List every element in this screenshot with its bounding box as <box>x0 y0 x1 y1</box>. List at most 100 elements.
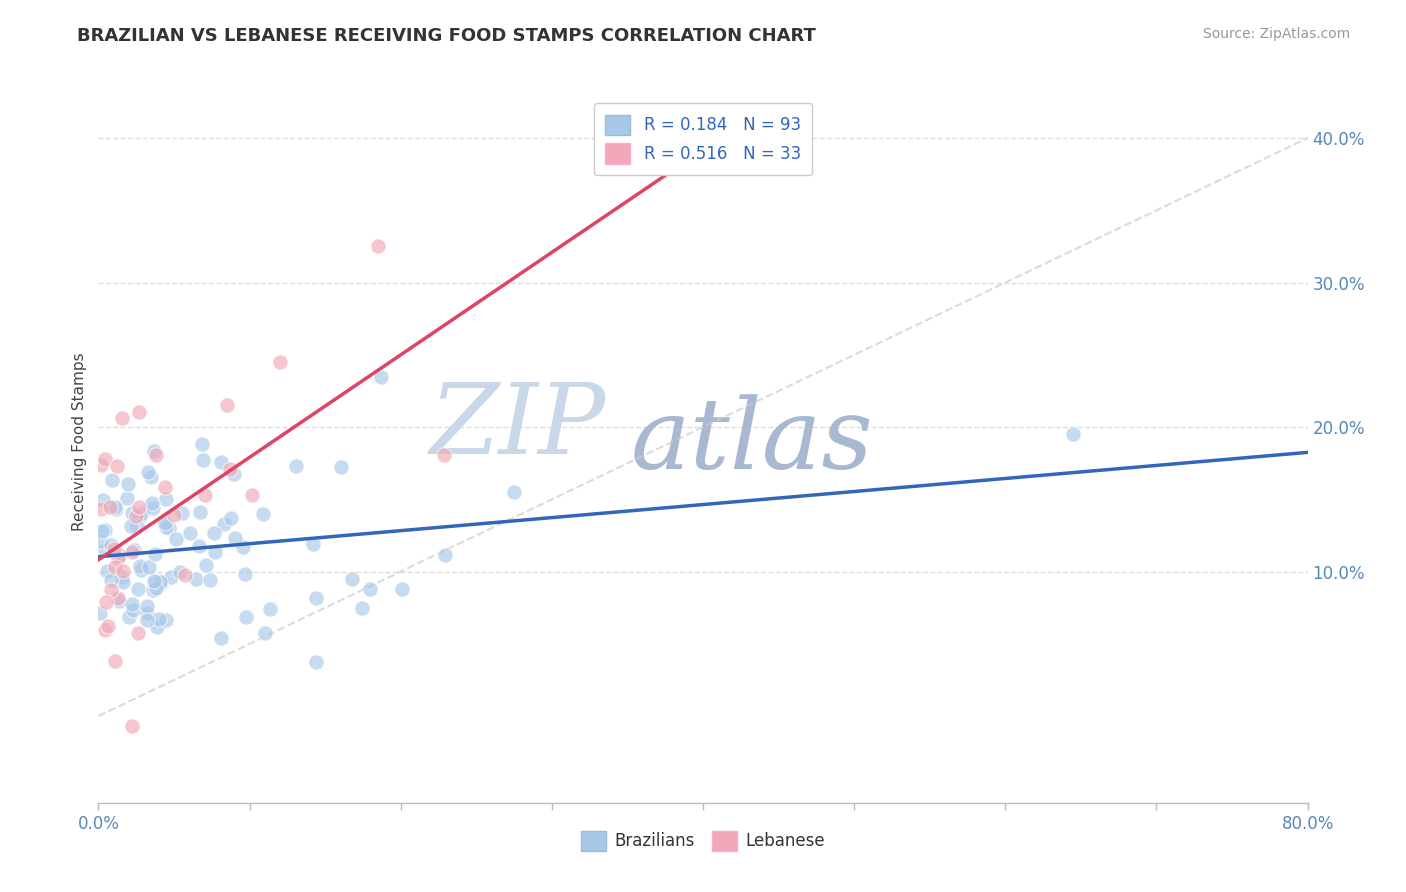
Point <box>136 466 159 480</box>
Point <box>202 526 225 541</box>
Point <box>121 719 143 733</box>
Point <box>305 591 328 606</box>
Point <box>135 606 157 620</box>
Point <box>100 583 122 598</box>
Point <box>163 508 186 522</box>
Point <box>367 239 389 253</box>
Point <box>93 523 115 537</box>
Point <box>219 510 242 524</box>
Point <box>111 570 134 584</box>
Point <box>150 574 173 588</box>
Point <box>155 613 177 627</box>
Point <box>187 539 209 553</box>
Text: BRAZILIAN VS LEBANESE RECEIVING FOOD STAMPS CORRELATION CHART: BRAZILIAN VS LEBANESE RECEIVING FOOD STA… <box>77 27 817 45</box>
Point <box>155 480 177 494</box>
Point <box>155 519 177 533</box>
Point <box>94 542 117 557</box>
Point <box>91 524 114 538</box>
Point <box>125 519 148 533</box>
Point <box>112 564 135 578</box>
Point <box>170 506 193 520</box>
Point <box>433 549 456 563</box>
Point <box>143 574 166 588</box>
Point <box>342 572 364 586</box>
Point <box>285 458 308 473</box>
Point <box>121 545 143 559</box>
Point <box>125 508 148 523</box>
Point <box>259 601 281 615</box>
Point <box>104 560 127 574</box>
Point <box>96 564 118 578</box>
Point <box>174 567 197 582</box>
Point <box>100 474 122 488</box>
Point <box>157 521 180 535</box>
Point <box>145 448 167 462</box>
Point <box>165 533 187 547</box>
Point <box>209 455 232 469</box>
Point <box>121 597 143 611</box>
Point <box>127 582 149 597</box>
Point <box>108 549 131 563</box>
Point <box>146 620 169 634</box>
Point <box>179 526 201 541</box>
Point <box>141 496 163 510</box>
Point <box>190 437 212 451</box>
Point <box>305 655 328 669</box>
Point <box>128 500 150 514</box>
Point <box>131 506 153 520</box>
Point <box>111 410 134 425</box>
Point <box>139 470 162 484</box>
Point <box>1062 427 1084 442</box>
Point <box>118 610 141 624</box>
Point <box>150 575 173 590</box>
Legend: Brazilians, Lebanese: Brazilians, Lebanese <box>574 822 832 860</box>
Point <box>128 508 150 523</box>
Point <box>155 516 177 530</box>
Point <box>359 582 381 596</box>
Point <box>232 541 254 555</box>
Point <box>145 574 167 589</box>
Point <box>100 574 122 588</box>
Point <box>111 574 134 589</box>
Point <box>104 654 127 668</box>
Point <box>503 485 526 500</box>
Point <box>330 459 353 474</box>
Point <box>233 566 256 581</box>
Point <box>136 613 159 627</box>
Point <box>143 547 166 561</box>
Point <box>107 550 129 565</box>
Point <box>215 398 238 412</box>
Point <box>129 563 152 577</box>
Point <box>138 560 160 574</box>
Point <box>302 537 325 551</box>
Text: atlas: atlas <box>630 394 873 489</box>
Point <box>200 573 222 587</box>
Point <box>195 558 218 572</box>
Point <box>350 601 373 615</box>
Point <box>89 606 111 620</box>
Point <box>121 506 143 520</box>
Point <box>155 491 177 506</box>
Point <box>93 623 115 637</box>
Point <box>252 507 274 521</box>
Point <box>159 570 181 584</box>
Point <box>269 355 291 369</box>
Point <box>105 502 128 516</box>
Point <box>120 519 142 533</box>
Point <box>115 491 138 505</box>
Point <box>100 538 122 552</box>
Point <box>107 591 129 605</box>
Point <box>97 619 120 633</box>
Point <box>127 626 149 640</box>
Point <box>149 575 172 590</box>
Point <box>122 542 145 557</box>
Point <box>143 444 166 458</box>
Point <box>108 594 131 608</box>
Point <box>117 477 139 491</box>
Y-axis label: Receiving Food Stamps: Receiving Food Stamps <box>72 352 87 531</box>
Point <box>136 599 159 613</box>
Point <box>370 370 392 384</box>
Point <box>96 595 118 609</box>
Point <box>433 448 456 462</box>
Point <box>104 500 127 514</box>
